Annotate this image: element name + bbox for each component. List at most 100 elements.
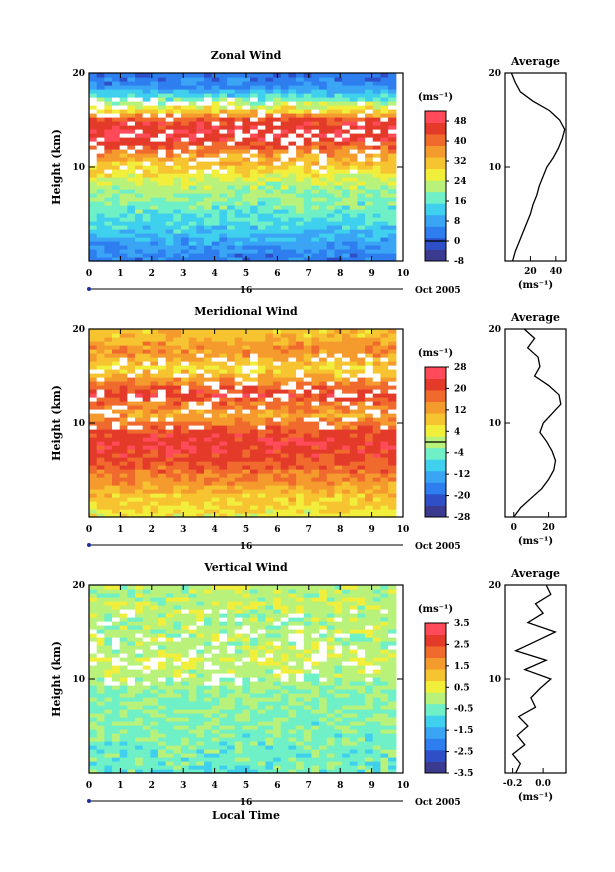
heatmap-cell — [219, 425, 228, 430]
heatmap-cell — [227, 149, 236, 154]
heatmap-cell — [150, 89, 159, 94]
heatmap-cell — [296, 245, 305, 250]
heatmap-cell — [288, 149, 297, 154]
heatmap-cell — [234, 413, 243, 418]
heatmap-cell — [242, 221, 251, 226]
heatmap-cell — [135, 213, 144, 218]
heatmap-cell — [135, 169, 144, 174]
heatmap-cell — [319, 209, 328, 214]
heatmap-cell — [227, 73, 236, 78]
heatmap-cell — [181, 113, 190, 118]
average-x-tick-label: 40 — [550, 267, 563, 277]
heatmap-cell — [388, 725, 397, 730]
heatmap-cell — [173, 237, 182, 242]
heatmap-cell — [273, 173, 282, 178]
heatmap-cell — [173, 493, 182, 498]
heatmap-cell — [204, 753, 213, 758]
heatmap-cell — [342, 81, 351, 86]
heatmap-cell — [142, 237, 151, 242]
heatmap-cell — [219, 361, 228, 366]
heatmap-cell — [326, 669, 336, 674]
heatmap-cell — [219, 369, 228, 374]
heatmap-cell — [326, 153, 336, 158]
heatmap-cell — [357, 181, 366, 186]
heatmap-cell — [357, 481, 366, 486]
heatmap-cell — [250, 437, 259, 442]
heatmap-cell — [326, 693, 336, 698]
heatmap-cell — [342, 193, 351, 198]
heatmap-cell — [165, 345, 174, 350]
heatmap-cell — [104, 249, 113, 254]
heatmap-cell — [181, 729, 190, 734]
heatmap-cell — [89, 125, 98, 130]
heatmap-cell — [204, 745, 213, 750]
heatmap-cell — [257, 229, 266, 234]
heatmap-cell — [242, 353, 251, 358]
heatmap-cell — [112, 217, 121, 222]
heatmap-cell — [388, 121, 397, 126]
heatmap-cell — [334, 229, 343, 234]
heatmap-cell — [211, 701, 220, 706]
heatmap-cell — [142, 421, 151, 426]
heatmap-cell — [303, 209, 313, 214]
heatmap-cell — [303, 693, 313, 698]
heatmap-cell — [319, 437, 328, 442]
heatmap-cell — [303, 669, 313, 674]
heatmap-cell — [127, 497, 136, 502]
heatmap-cell — [127, 153, 136, 158]
heatmap-cell — [181, 89, 190, 94]
heatmap-cell — [334, 405, 343, 410]
heatmap-cell — [150, 737, 159, 742]
heatmap-cell — [326, 249, 336, 254]
heatmap-cell — [142, 233, 151, 238]
heatmap-cell — [265, 373, 274, 378]
heatmap-cell — [349, 113, 359, 118]
heatmap-cell — [349, 121, 359, 126]
heatmap-cell — [135, 725, 144, 730]
heatmap-cell — [311, 241, 320, 246]
heatmap-cell — [188, 145, 197, 150]
heatmap-cell — [165, 125, 174, 130]
heatmap-cell — [257, 105, 266, 110]
heatmap-cell — [342, 221, 351, 226]
heatmap-cell — [388, 425, 397, 430]
heatmap-cell — [265, 153, 274, 158]
heatmap-cell — [219, 393, 228, 398]
heatmap-cell — [242, 469, 251, 474]
heatmap-cell — [135, 341, 144, 346]
heatmap-cell — [242, 757, 251, 762]
heatmap-cell — [349, 425, 359, 430]
x-tick-label: 1 — [117, 525, 123, 535]
heatmap-cell — [219, 197, 228, 202]
heatmap-cell — [296, 373, 305, 378]
heatmap-cell — [388, 377, 397, 382]
heatmap-cell — [219, 685, 228, 690]
heatmap-cell — [204, 749, 213, 754]
heatmap-cell — [127, 477, 136, 482]
heatmap-cell — [188, 213, 197, 218]
heatmap-cell — [165, 445, 174, 450]
heatmap-cell — [89, 129, 98, 134]
heatmap-cell — [219, 769, 228, 774]
heatmap-cell — [142, 473, 151, 478]
heatmap-cell — [349, 133, 359, 138]
heatmap-cell — [372, 481, 382, 486]
heatmap-cell — [135, 185, 144, 190]
heatmap-cell — [280, 181, 290, 186]
heatmap-cell — [158, 693, 167, 698]
heatmap-cell — [150, 421, 159, 426]
heatmap-cell — [234, 361, 243, 366]
heatmap-cell — [234, 689, 243, 694]
heatmap-cell — [365, 253, 374, 258]
heatmap-cell — [250, 749, 259, 754]
heatmap-cell — [288, 125, 297, 130]
heatmap-cell — [119, 181, 128, 186]
heatmap-cell — [150, 93, 159, 98]
heatmap-cell — [349, 457, 359, 462]
heatmap-cell — [334, 81, 343, 86]
heatmap-cell — [311, 709, 320, 714]
heatmap-cell — [196, 765, 205, 770]
heatmap-cell — [334, 73, 343, 78]
heatmap-cell — [211, 369, 220, 374]
heatmap-cell — [388, 169, 397, 174]
